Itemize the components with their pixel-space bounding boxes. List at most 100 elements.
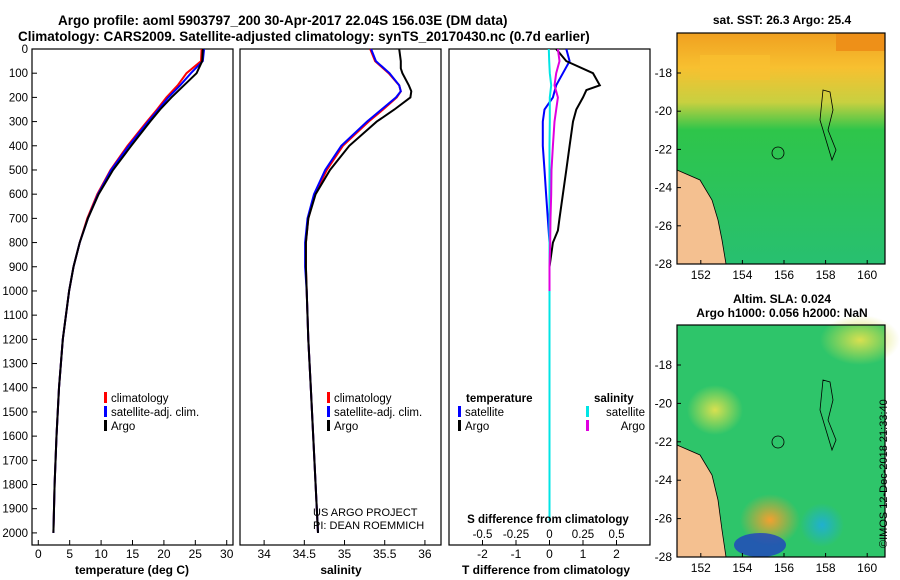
map-x-tick-label: 154 <box>732 561 752 575</box>
legend-salinity-title: salinity <box>594 393 634 405</box>
x-tick-label: 20 <box>157 547 171 561</box>
map-x-tick-label: 154 <box>732 268 752 282</box>
sst-warm-patch <box>836 33 885 51</box>
map-y-tick-label: -26 <box>655 512 673 526</box>
x-tick-label: 1 <box>580 547 587 561</box>
y-tick-label: 800 <box>9 238 28 250</box>
legend-label: Argo <box>111 421 135 433</box>
sst-map-title: sat. SST: 26.3 Argo: 25.4 <box>713 13 852 27</box>
temperature-panel: 0100200300400500600700800900100011001200… <box>2 44 233 577</box>
temperature-legend: climatology satellite-adj. clim. Argo <box>104 392 199 433</box>
y-tick-label: 1800 <box>2 480 28 492</box>
x-tick-label: 36 <box>418 547 432 561</box>
map-y-tick-label: -28 <box>655 257 673 271</box>
difference-legend: satellite Argo satellite Argo <box>458 406 645 433</box>
x-tick-label: 2 <box>613 547 620 561</box>
legend-swatch <box>104 406 107 417</box>
y-tick-label: 1600 <box>2 431 28 443</box>
temperature-xlabel: temperature (deg C) <box>75 563 189 577</box>
map-x-tick-label: 156 <box>774 561 794 575</box>
map-y-tick-label: -26 <box>655 219 673 233</box>
s-tick-label: 0.25 <box>572 529 594 541</box>
series-s-satellite <box>547 48 553 521</box>
x-tick-label: 30 <box>220 547 234 561</box>
sst-reef-outline <box>819 89 837 162</box>
title-line-1: Argo profile: aoml 5903797_200 30-Apr-20… <box>58 13 508 28</box>
t-difference-xlabel: T difference from climatology <box>462 563 630 577</box>
legend-label: satellite <box>465 407 504 419</box>
series-argo <box>52 48 204 533</box>
map-x-tick-label: 158 <box>816 561 836 575</box>
legend-label: Argo <box>621 421 645 433</box>
depth-axis: 0 100 200 300 400 500 600 700 800 900 1000 1100 1200… <box>2 44 37 540</box>
sst-band <box>700 55 770 80</box>
salinity-axis: 34 34.5 35 35.5 36 <box>257 540 432 561</box>
sla-map-title-2: Argo h1000: 0.056 h2000: NaN <box>696 306 867 320</box>
legend-label: Argo <box>465 421 489 433</box>
temperature-plot-frame <box>31 48 234 546</box>
sla-map: Altim. SLA: 0.024 Argo h1000: 0.056 h200… <box>655 292 900 575</box>
temperature-axis: 0 5 10 15 20 25 30 <box>35 540 234 561</box>
salinity-xlabel: salinity <box>320 563 362 577</box>
map-y-tick-label: -20 <box>655 104 673 118</box>
y-tick-label: 2000 <box>2 528 28 540</box>
s-tick-label: -0.25 <box>503 529 529 541</box>
x-tick-label: 5 <box>66 547 73 561</box>
legend-swatch <box>586 406 589 417</box>
y-tick-label: 1000 <box>2 286 28 298</box>
x-tick-label: 0 <box>546 547 553 561</box>
y-tick-label: 1500 <box>2 407 28 419</box>
series-argo <box>304 48 413 533</box>
legend-swatch <box>104 392 107 403</box>
legend-swatch <box>327 392 330 403</box>
s-difference-axis: -0.5 -0.25 0 0.25 0.5 <box>473 529 625 541</box>
sst-argo-location <box>771 146 785 160</box>
y-tick-label: 0 <box>22 44 28 56</box>
y-tick-label: 1400 <box>2 383 28 395</box>
map-y-tick-label: -28 <box>655 550 673 564</box>
project-annotation-2: PI: DEAN ROEMMICH <box>313 520 424 532</box>
s-tick-label: 0 <box>546 529 552 541</box>
y-tick-label: 300 <box>9 117 28 129</box>
map-y-tick-label: -22 <box>655 142 673 156</box>
series-s-argo <box>548 48 561 291</box>
legend-swatch <box>458 420 461 431</box>
map-y-tick-label: -24 <box>655 181 673 195</box>
y-tick-label: 100 <box>9 68 28 80</box>
s-tick-label: 0.5 <box>609 529 625 541</box>
y-tick-label: 1700 <box>2 455 28 467</box>
map-y-tick-label: -20 <box>655 396 673 410</box>
legend-label: satellite <box>606 407 645 419</box>
x-tick-label: 34 <box>257 547 271 561</box>
map-y-tick-label: -24 <box>655 473 673 487</box>
x-tick-label: 35 <box>338 547 352 561</box>
s-difference-xlabel: S difference from climatology <box>467 514 629 526</box>
legend-temperature-title: temperature <box>466 393 532 405</box>
y-tick-label: 1300 <box>2 359 28 371</box>
y-tick-label: 600 <box>9 189 28 201</box>
map-x-tick-label: 152 <box>691 268 711 282</box>
map-x-tick-label: 158 <box>816 268 836 282</box>
legend-swatch <box>458 406 461 417</box>
map-x-tick-label: 160 <box>857 561 877 575</box>
salinity-panel: 34 34.5 35 35.5 36 climatology satellite-adj.… <box>239 48 442 577</box>
y-tick-label: 400 <box>9 141 28 153</box>
project-annotation-1: US ARGO PROJECT <box>313 507 418 519</box>
x-tick-label: 25 <box>189 547 203 561</box>
legend-label: Argo <box>334 421 358 433</box>
legend-swatch <box>327 406 330 417</box>
x-tick-label: 10 <box>94 547 108 561</box>
x-tick-label: 0 <box>35 547 42 561</box>
t-difference-axis: -2 -1 0 1 2 <box>477 540 620 561</box>
legend-swatch <box>104 420 107 431</box>
map-y-tick-label: -18 <box>655 358 673 372</box>
y-tick-label: 500 <box>9 165 28 177</box>
legend-label: satellite-adj. clim. <box>111 407 199 419</box>
y-tick-label: 1900 <box>2 504 28 516</box>
legend-swatch <box>586 420 589 431</box>
sst-map-y-ticks: -18 -20 -22 -24 -26 -28 <box>655 66 681 271</box>
difference-panel: -2 -1 0 1 2 -0.5 -0.25 0 0.25 0.5 satelliteArgos… <box>448 48 651 577</box>
sst-map: sat. SST: 26.3 Argo: 25.4 152 154 156 158 16… <box>655 13 886 282</box>
y-tick-label: 900 <box>9 262 28 274</box>
